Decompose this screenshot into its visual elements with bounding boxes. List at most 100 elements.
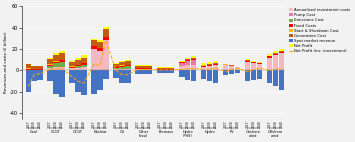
Text: 2040: 2040 (60, 120, 64, 128)
Bar (157, 69, 163, 70)
Bar (119, 67, 125, 69)
Bar (273, 51, 278, 53)
Bar (135, 69, 141, 70)
Bar (279, 51, 284, 52)
Text: 2040: 2040 (148, 120, 152, 128)
Bar (273, 55, 278, 70)
Bar (75, 66, 81, 68)
Bar (169, 69, 174, 70)
Bar (75, 60, 81, 64)
Bar (113, 69, 119, 70)
Bar (141, 68, 147, 69)
Bar (135, 68, 141, 69)
Bar (157, 67, 163, 68)
Bar (135, 64, 141, 66)
Bar (245, 60, 250, 61)
Bar (207, 65, 212, 66)
Bar (185, 60, 190, 61)
Bar (26, 64, 31, 68)
Bar (48, 66, 53, 68)
Bar (59, 53, 65, 60)
Bar (59, 60, 65, 62)
Text: 2040: 2040 (38, 120, 42, 128)
Bar (147, 68, 152, 69)
Bar (53, 63, 59, 67)
Text: PV: PV (229, 130, 234, 133)
Bar (48, 70, 53, 81)
Text: OCGT: OCGT (73, 130, 83, 133)
Bar (53, 53, 59, 55)
Text: 2017: 2017 (180, 120, 184, 128)
Bar (125, 66, 131, 69)
Bar (70, 62, 75, 66)
Bar (70, 67, 75, 68)
Text: Offshore
wind: Offshore wind (268, 130, 283, 138)
Bar (201, 70, 207, 79)
Bar (279, 70, 284, 90)
Text: 2017: 2017 (70, 120, 74, 128)
Bar (119, 65, 125, 66)
Bar (141, 66, 147, 68)
Bar (75, 68, 81, 70)
Bar (125, 70, 131, 83)
Bar (48, 64, 53, 66)
Text: Other
fossil: Other fossil (139, 130, 149, 138)
Bar (97, 48, 103, 51)
Bar (185, 59, 190, 60)
Bar (179, 63, 185, 66)
Bar (245, 70, 250, 81)
Bar (59, 67, 65, 70)
Bar (119, 61, 125, 65)
Bar (251, 62, 256, 63)
Bar (185, 70, 190, 80)
Bar (103, 70, 109, 79)
Bar (53, 70, 59, 94)
Text: Coal: Coal (30, 130, 38, 133)
Bar (201, 63, 207, 65)
Bar (163, 67, 169, 68)
Bar (207, 64, 212, 65)
Bar (32, 66, 37, 69)
Bar (223, 65, 228, 70)
Bar (213, 65, 218, 70)
Bar (279, 49, 284, 51)
Bar (70, 70, 75, 83)
Bar (37, 70, 43, 80)
Bar (201, 65, 207, 66)
Bar (207, 66, 212, 70)
Bar (157, 70, 163, 73)
Bar (125, 60, 131, 61)
Bar (273, 70, 278, 86)
Bar (48, 59, 53, 64)
Text: 2040: 2040 (192, 120, 196, 128)
Y-axis label: Revenues and costs (£ billion): Revenues and costs (£ billion) (4, 32, 8, 93)
Text: 2017: 2017 (268, 120, 272, 128)
Text: 2040: 2040 (213, 120, 218, 128)
Bar (257, 62, 262, 63)
Text: 2017: 2017 (158, 120, 162, 128)
Bar (251, 63, 256, 70)
Bar (213, 64, 218, 65)
Bar (113, 68, 119, 69)
Bar (207, 70, 212, 81)
Text: Nuclear: Nuclear (93, 130, 107, 133)
Bar (207, 62, 212, 64)
Bar (267, 70, 272, 83)
Bar (191, 59, 196, 60)
Bar (163, 69, 169, 70)
Bar (213, 61, 218, 63)
Bar (229, 65, 234, 66)
Bar (75, 70, 81, 92)
Text: Hydro: Hydro (204, 130, 215, 133)
Bar (53, 61, 59, 62)
Text: 2040: 2040 (235, 120, 239, 128)
Text: 2030: 2030 (251, 120, 256, 128)
Bar (75, 64, 81, 65)
Bar (81, 64, 87, 67)
Bar (59, 70, 65, 97)
Text: 2030: 2030 (164, 120, 168, 128)
Text: 2017: 2017 (48, 120, 52, 128)
Bar (113, 63, 119, 64)
Bar (81, 67, 87, 70)
Bar (245, 61, 250, 62)
